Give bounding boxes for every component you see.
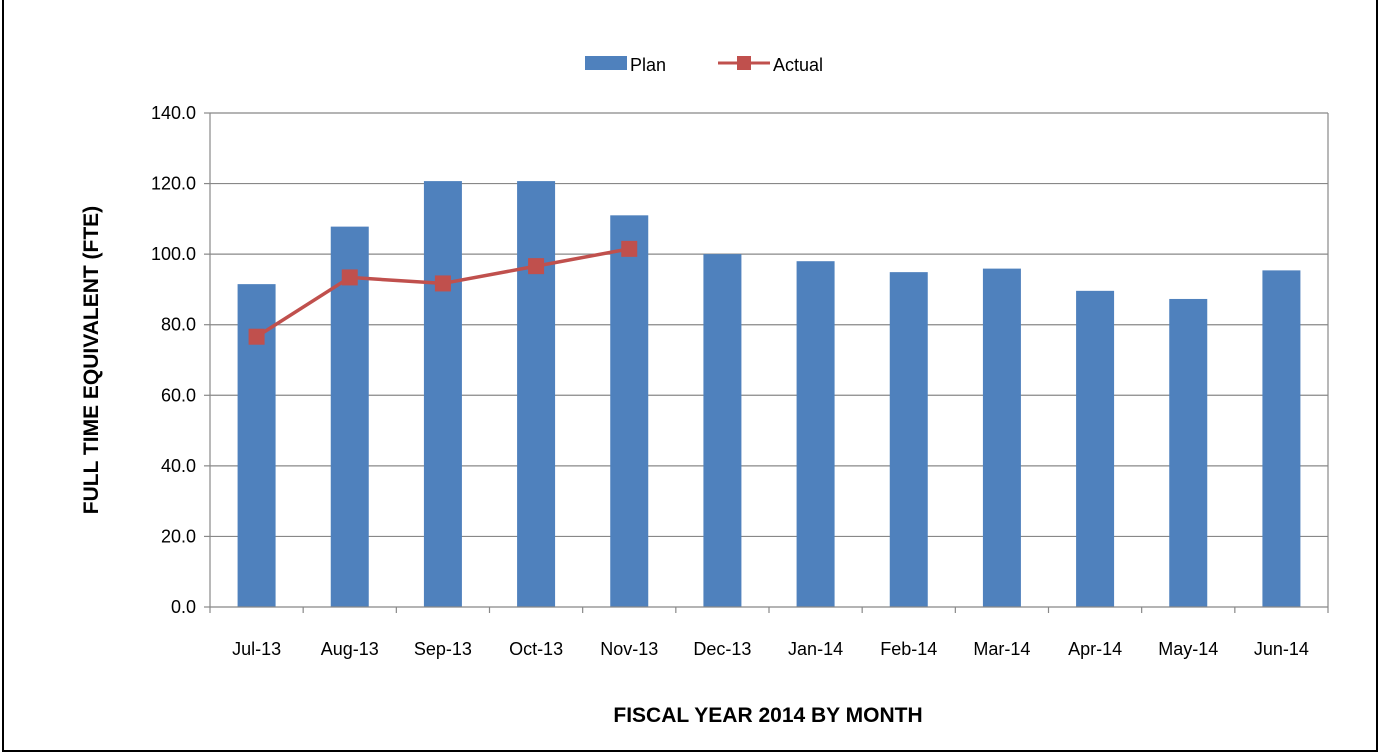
x-tick-label: May-14	[1158, 639, 1218, 659]
plan-bar	[423, 181, 462, 607]
x-tick-label: Mar-14	[973, 639, 1030, 659]
y-tick-label: 60.0	[161, 385, 196, 405]
actual-marker	[434, 275, 451, 292]
actual-marker	[621, 240, 638, 257]
plan-bar	[1076, 290, 1115, 607]
legend: Plan Actual	[585, 55, 823, 75]
x-tick-label: Jan-14	[788, 639, 843, 659]
plan-bar	[330, 226, 369, 607]
plan-bar	[889, 272, 928, 607]
actual-marker	[528, 258, 545, 275]
y-tick-label: 40.0	[161, 456, 196, 476]
legend-plan-label: Plan	[630, 55, 666, 75]
plan-bar	[1169, 298, 1208, 607]
x-tick-label: Aug-13	[321, 639, 379, 659]
plan-bar	[1262, 270, 1301, 607]
plan-bar	[796, 261, 835, 607]
x-tick-label: Nov-13	[600, 639, 658, 659]
legend-actual-marker	[737, 56, 751, 70]
x-tick-label: Jul-13	[232, 639, 281, 659]
plan-bar	[982, 268, 1021, 607]
x-tick-label: Feb-14	[880, 639, 937, 659]
y-tick-label: 80.0	[161, 315, 196, 335]
x-tick-label: Oct-13	[509, 639, 563, 659]
plan-bar	[610, 215, 649, 608]
actual-marker	[341, 269, 358, 286]
x-tick-label: Apr-14	[1068, 639, 1122, 659]
actual-line	[248, 240, 638, 345]
x-axis-title: FISCAL YEAR 2014 BY MONTH	[613, 704, 922, 727]
y-tick-label: 20.0	[161, 526, 196, 546]
y-tick-label: 120.0	[151, 174, 196, 194]
y-axis-title: FULL TIME EQUIVALENT (FTE)	[80, 206, 103, 514]
actual-marker	[248, 328, 265, 345]
y-tick-label: 140.0	[151, 103, 196, 123]
y-tick-label: 0.0	[171, 597, 196, 617]
x-tick-label: Dec-13	[693, 639, 751, 659]
plan-bars	[237, 181, 1301, 608]
plan-bar	[703, 254, 742, 607]
legend-actual-label: Actual	[773, 55, 823, 75]
gridlines	[210, 112, 1328, 538]
y-tick-label: 100.0	[151, 244, 196, 264]
x-tick-label: Sep-13	[414, 639, 472, 659]
legend-plan-swatch	[585, 56, 627, 70]
x-tick-label: Jun-14	[1254, 639, 1309, 659]
plan-bar	[517, 181, 556, 607]
axes: 0.0 20.0 40.0 60.0 80.0 100.0 120.0 140.0 Jul-13…	[151, 103, 1329, 659]
